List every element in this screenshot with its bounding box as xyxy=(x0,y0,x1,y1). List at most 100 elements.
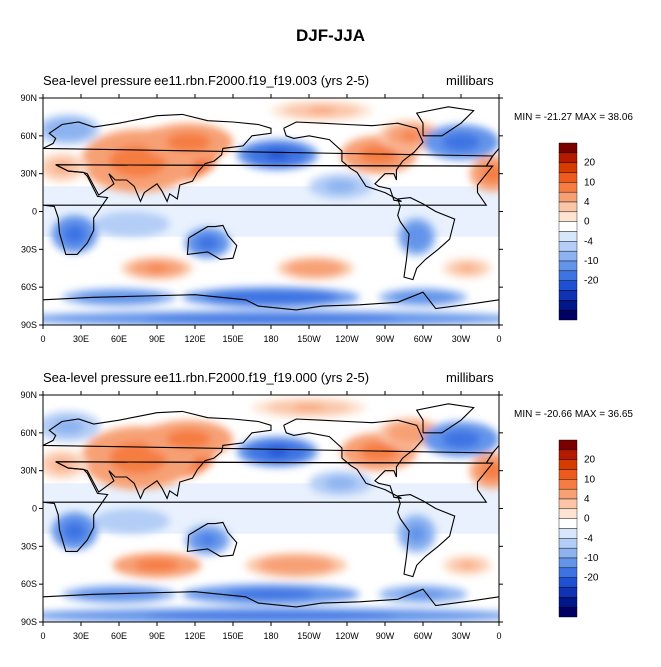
pressure-anomaly-contour xyxy=(450,137,472,148)
colorbar: 20 10 4 0 -4 -10 -20 xyxy=(558,439,599,618)
y-tick-label: 90S xyxy=(21,320,37,330)
pressure-anomaly-contour xyxy=(307,107,336,114)
pressure-anomaly-contour xyxy=(176,433,202,445)
colorbar-swatch xyxy=(558,567,578,578)
x-tick-label: 60W xyxy=(414,631,433,641)
pressure-anomaly-contour xyxy=(486,168,499,179)
pressure-anomaly-contour xyxy=(59,422,78,431)
y-tick-label: 30N xyxy=(20,169,37,179)
pressure-anomaly-contour xyxy=(331,479,350,487)
pressure-anomaly-contour xyxy=(201,238,215,248)
x-tick-label: 180 xyxy=(263,334,278,344)
x-tick-label: 60E xyxy=(111,334,127,344)
x-tick-label: 150W xyxy=(297,334,321,344)
colorbar-swatch xyxy=(558,250,578,262)
coastline xyxy=(283,121,424,202)
y-tick-label: 0 xyxy=(32,207,37,217)
colorbar-swatch xyxy=(558,557,578,569)
colorbar-label: -10 xyxy=(584,256,599,267)
x-tick-label: 120E xyxy=(184,334,205,344)
x-tick-label: 30E xyxy=(73,334,89,344)
colorbar-label: 20 xyxy=(584,158,596,169)
pressure-anomaly-contour xyxy=(59,125,78,134)
colorbar-swatch xyxy=(558,518,578,529)
pressure-anomaly-contour xyxy=(122,449,154,467)
y-tick-label: 0 xyxy=(32,504,37,514)
colorbar-swatch xyxy=(558,172,578,183)
coastline xyxy=(415,403,475,434)
x-tick-label: 0 xyxy=(496,334,501,344)
pressure-anomaly-contour xyxy=(121,220,143,228)
pressure-anomaly-contour xyxy=(201,535,215,545)
pressure-anomaly-contour xyxy=(450,434,472,445)
colorbar-swatch xyxy=(558,469,578,480)
x-tick-label: 90E xyxy=(149,334,165,344)
colorbar-swatch xyxy=(558,300,578,311)
pressure-anomaly-contour xyxy=(410,591,436,597)
colorbar-swatch xyxy=(558,142,578,154)
figure-title: DJF-JJA xyxy=(296,26,365,45)
panel-units-label: millibars xyxy=(446,370,494,385)
y-tick-label: 30S xyxy=(21,244,37,254)
coastline xyxy=(43,588,499,608)
colorbar-swatch xyxy=(558,270,578,281)
pressure-anomaly-contour xyxy=(410,294,436,300)
colorbar-swatch xyxy=(558,488,578,500)
colorbar-swatch xyxy=(558,479,578,490)
x-tick-label: 90W xyxy=(376,334,395,344)
colorbar-swatch xyxy=(558,260,578,272)
x-tick-label: 150E xyxy=(222,334,243,344)
pressure-anomaly-contour xyxy=(200,613,342,618)
min-max-label: MIN = -20.66 MAX = 36.65 xyxy=(514,409,633,420)
pressure-anomaly-contour xyxy=(486,465,499,476)
coastline xyxy=(397,494,456,578)
pressure-anomaly-contour xyxy=(368,446,390,458)
pressure-anomaly-contour xyxy=(246,294,296,301)
x-tick-label: 0 xyxy=(40,631,45,641)
colorbar-swatch xyxy=(558,211,578,222)
y-tick-label: 60S xyxy=(21,282,37,292)
pressure-anomaly-contour xyxy=(282,561,311,569)
coastline xyxy=(43,461,494,552)
x-tick-label: 0 xyxy=(40,334,45,344)
pressure-anomaly-contour xyxy=(293,404,325,411)
pressure-anomaly-contour xyxy=(460,562,475,569)
colorbar-swatch xyxy=(558,538,578,549)
panel-case-label: ee11.rbn.F2000.f19_f19.003 (yrs 2-5) xyxy=(154,73,370,88)
min-max-label: MIN = -21.27 MAX = 38.06 xyxy=(514,112,633,123)
x-tick-label: 30W xyxy=(452,334,471,344)
colorbar-swatch xyxy=(558,498,578,510)
pressure-anomaly-contour xyxy=(246,591,296,598)
map-panel-top: Sea-level pressure ee11.rbn.F2000.f19_f1… xyxy=(0,70,661,370)
colorbar-label: -20 xyxy=(584,573,599,584)
coastline xyxy=(283,418,424,499)
map-panel-bottom: Sea-level pressure ee11.rbn.F2000.f19_f1… xyxy=(0,367,661,667)
colorbar-swatch xyxy=(558,508,578,519)
colorbar-swatch xyxy=(558,182,578,193)
pressure-anomaly-contour xyxy=(368,149,390,161)
pressure-anomaly-contour xyxy=(411,528,422,540)
pressure-anomaly-contour xyxy=(304,265,326,272)
y-tick-label: 60N xyxy=(20,131,37,141)
pressure-anomaly-contour xyxy=(176,136,202,148)
pressure-anomaly-contour xyxy=(68,525,82,537)
colorbar-swatch xyxy=(558,528,578,539)
x-tick-label: 120E xyxy=(184,631,205,641)
colorbar-swatch xyxy=(558,606,578,618)
coastline xyxy=(397,197,456,281)
x-tick-label: 30W xyxy=(452,631,471,641)
panel-case-label: ee11.rbn.F2000.f19_f19.000 (yrs 2-5) xyxy=(154,370,370,385)
colorbar-label: 0 xyxy=(584,514,590,525)
pressure-anomaly-contour xyxy=(331,182,350,190)
panel-variable-label: Sea-level pressure xyxy=(43,370,152,385)
pressure-anomaly-contour xyxy=(460,265,475,272)
x-tick-label: 90E xyxy=(149,631,165,641)
coastline xyxy=(485,445,499,464)
y-tick-label: 60N xyxy=(20,428,37,438)
colorbar-swatch xyxy=(558,231,578,242)
colorbar-swatch xyxy=(558,439,578,451)
panel-variable-label: Sea-level pressure xyxy=(43,73,152,88)
pressure-anomaly-contour xyxy=(200,316,342,321)
